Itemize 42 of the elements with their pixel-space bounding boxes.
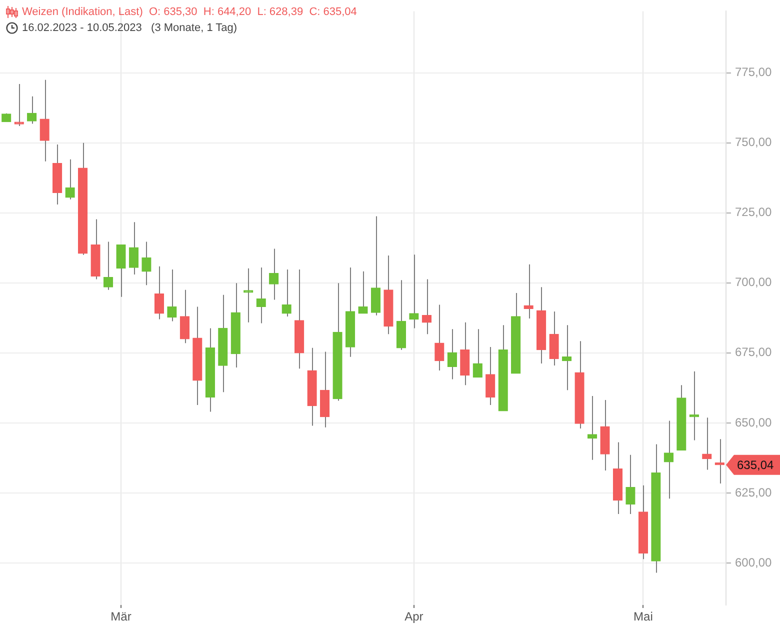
y-tick-label: 650,00 [735,415,772,430]
candlestick [154,266,164,320]
candlestick [549,310,559,366]
candlestick [587,396,598,460]
candlestick [65,158,75,200]
candlestick [180,289,190,344]
y-tick-label: 600,00 [735,555,772,570]
candlestick [409,254,419,329]
text: 635,04 [737,458,774,472]
candlestick [434,304,444,372]
candlestick [282,268,292,318]
candlestick [103,241,114,290]
candlestick [142,241,152,286]
chart-title: Weizen (Indikation, Last) O: 635,30 H: 644,20 L: 628,39 C: 635,04 [22,6,357,18]
candlestick [128,222,139,275]
candlestick [486,346,496,406]
candlestick [562,324,572,391]
x-tick-label: Apr [404,610,424,624]
candlestick [422,278,432,335]
candlestick [14,84,24,127]
candlestick [27,96,37,124]
y-tick-label: 775,00 [735,65,772,80]
candlestick [256,266,266,324]
x-tick-label: Mär [110,610,132,624]
candlestick [167,268,177,322]
candlestick [524,264,534,319]
y-tick-label: 700,00 [735,275,772,290]
candlestick [269,248,279,300]
candlestick [626,454,636,514]
candlestick [664,420,674,500]
y-tick-label: 625,00 [735,485,772,500]
x-tick-label: Mai [634,610,653,624]
candlestick [472,328,482,378]
text: 16.02.2023 - 10.05.2023 (3 Monate, 1 Tag) [22,22,238,34]
candlestick [370,216,381,316]
y-tick-label: 750,00 [735,135,772,150]
y-tick-label: 725,00 [735,205,772,220]
candlestick [40,79,50,162]
candlestick [702,417,712,470]
y-tick-label: 675,00 [735,345,772,360]
candlestick [358,270,368,314]
candlestick [116,244,126,298]
